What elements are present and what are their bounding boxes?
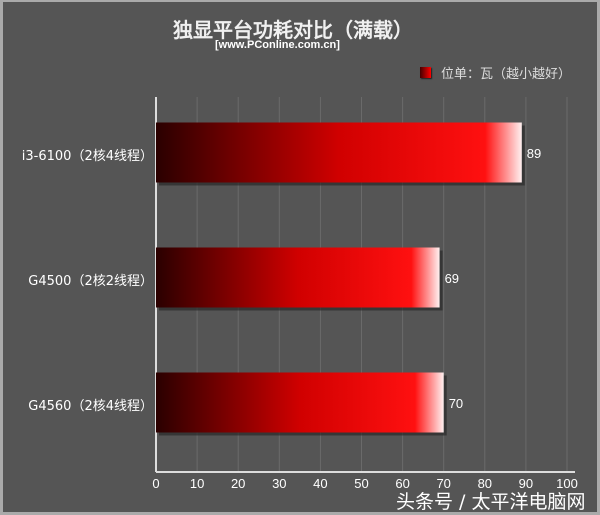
data-label: 70 — [448, 395, 464, 411]
x-tick-label: 80 — [477, 476, 493, 491]
x-tick-label: 70 — [436, 476, 451, 491]
x-tick-label: 90 — [518, 476, 534, 491]
legend-swatch — [420, 67, 431, 78]
chart-title: 独显平台功耗对比（满载） — [173, 18, 413, 42]
x-tick-label: 0 — [152, 476, 160, 491]
x-tick-label: 20 — [230, 476, 246, 491]
legend-label: 位单：瓦（越小越好） — [441, 67, 572, 82]
data-label: 89 — [526, 145, 542, 161]
x-tick-label: 10 — [189, 476, 205, 491]
data-label: 69 — [444, 270, 460, 286]
legend: 位单：瓦（越小越好） — [420, 63, 571, 82]
category-label: G4560（2核4线程） — [28, 398, 153, 414]
bar — [156, 247, 440, 308]
category-label: i3-6100（2核4线程） — [21, 148, 153, 164]
x-tick-label: 40 — [313, 476, 328, 491]
bar — [156, 122, 522, 183]
watermark: 头条号 / 太平洋电脑网 — [396, 491, 586, 513]
x-tick-label: 60 — [395, 476, 410, 491]
x-tick-label: 50 — [354, 476, 369, 491]
bar — [156, 372, 444, 433]
x-tick-label: 100 — [556, 476, 578, 491]
category-label: G4500（2核2线程） — [28, 273, 153, 289]
x-tick-label: 30 — [272, 476, 287, 491]
chart-subtitle: [www.PConline.com.cn] — [215, 39, 340, 51]
